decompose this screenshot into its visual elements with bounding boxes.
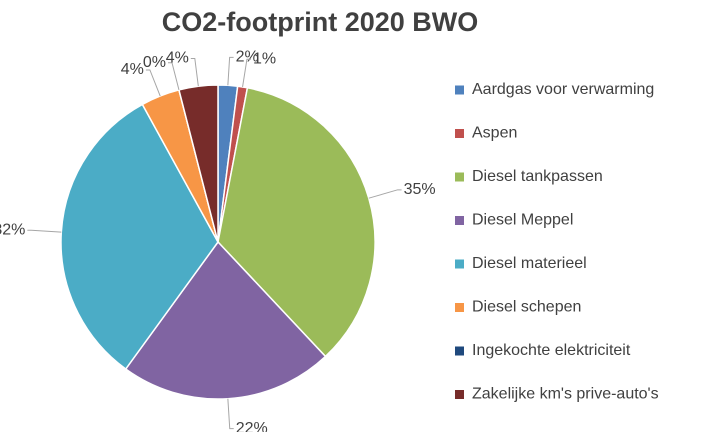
legend-label: Zakelijke km's prive-auto's bbox=[472, 386, 659, 403]
leader-line bbox=[145, 69, 161, 97]
leader-line bbox=[27, 229, 62, 233]
pie-slice bbox=[124, 240, 327, 400]
leader-line bbox=[227, 398, 234, 430]
leader-line bbox=[242, 58, 251, 88]
data-label: 22% bbox=[236, 420, 268, 432]
legend-swatch bbox=[455, 346, 464, 356]
legend-label: Ingekochte elektriciteit bbox=[472, 342, 631, 359]
chart-title: CO2-footprint 2020 BWO bbox=[162, 7, 479, 37]
legend-swatch bbox=[455, 216, 464, 225]
legend-swatch bbox=[455, 85, 464, 95]
pie-slice bbox=[178, 84, 219, 243]
legend-label: Diesel Meppel bbox=[472, 212, 573, 229]
legend-label: Diesel materieel bbox=[472, 255, 587, 272]
leader-line bbox=[227, 56, 234, 86]
pie-slice bbox=[60, 103, 219, 371]
legend-label: Diesel schepen bbox=[472, 299, 581, 316]
data-label: 4% bbox=[166, 50, 189, 67]
legend-label: Diesel tankpassen bbox=[472, 168, 603, 185]
data-label: 2% bbox=[236, 49, 259, 66]
legend-swatch bbox=[455, 303, 464, 312]
legend-label: Aardgas voor verwarming bbox=[472, 81, 654, 98]
data-label: 4% bbox=[121, 61, 144, 78]
data-label: 32% bbox=[0, 221, 25, 238]
legend-swatch bbox=[455, 172, 464, 182]
data-label: 0% bbox=[143, 54, 166, 71]
leader-line bbox=[190, 57, 199, 87]
legend-swatch bbox=[455, 259, 464, 269]
legend-swatch bbox=[455, 129, 464, 138]
legend-swatch bbox=[455, 390, 464, 399]
data-label: 35% bbox=[404, 181, 436, 198]
legend-label: Aspen bbox=[472, 125, 517, 142]
leader-line bbox=[167, 62, 180, 91]
data-label: 1% bbox=[253, 50, 276, 67]
leader-line bbox=[368, 189, 402, 199]
